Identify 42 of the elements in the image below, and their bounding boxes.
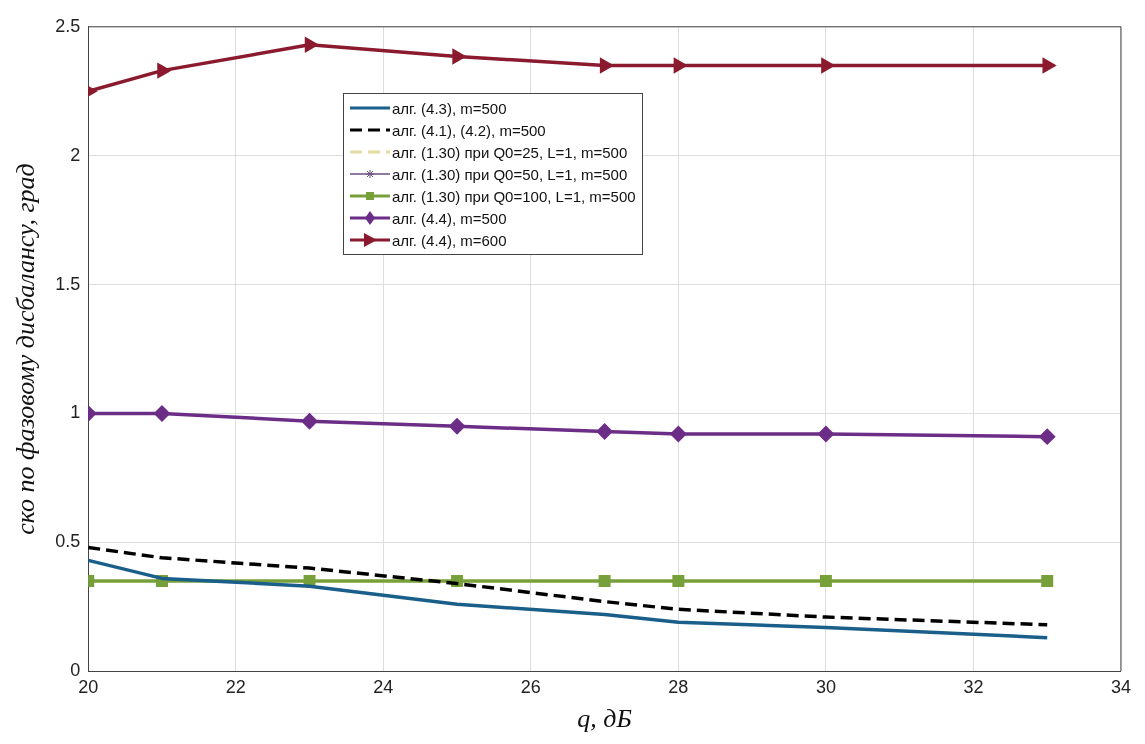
x-tick-label: 28: [668, 676, 689, 697]
point: [301, 413, 318, 429]
point: [818, 426, 834, 442]
point: [599, 58, 613, 73]
legend-label: алг. (1.30) при Q0=50, L=1, m=500: [392, 165, 628, 183]
point: [154, 405, 170, 422]
y-tick-label: 1.5: [55, 273, 81, 294]
y-axis-title: ско по фазовому дисбалансу, град: [11, 163, 41, 535]
legend-label: алг. (1.30) при Q0=100, L=1, m=500: [392, 187, 636, 205]
x-tick-label: 20: [78, 676, 99, 697]
x-tick-label: 30: [815, 676, 836, 697]
point: [819, 574, 832, 587]
point: [449, 418, 465, 435]
legend-label: алг. (4.3), m=500: [392, 99, 507, 117]
x-tick-label: 26: [520, 676, 541, 697]
legend-label: алг. (4.4), m=600: [392, 231, 507, 249]
legend-label: алг. (4.1), (4.2), m=500: [392, 121, 546, 139]
x-axis-title: q, дБ: [577, 704, 632, 734]
point: [598, 574, 611, 587]
point: [452, 49, 465, 64]
legend-label: алг. (4.4), m=500: [392, 209, 507, 227]
y-tick-label: 0.5: [55, 531, 81, 552]
point: [157, 63, 170, 78]
point: [821, 58, 834, 73]
x-tick-label: 24: [373, 676, 394, 697]
point: [670, 426, 687, 442]
point: [1042, 58, 1055, 73]
point: [1041, 574, 1054, 587]
x-tick-label: 22: [225, 676, 246, 697]
x-tick-label: 34: [1110, 676, 1131, 697]
line-series: [88, 545, 1049, 627]
point: [596, 423, 613, 440]
point: [672, 574, 685, 587]
x-tick-label: 32: [963, 676, 984, 697]
point: [304, 37, 318, 52]
y-tick-label: 0: [70, 660, 81, 681]
legend-label: алг. (1.30) при Q0=25, L=1, m=500: [392, 143, 628, 161]
y-tick-label: 2: [70, 144, 81, 165]
point: [673, 58, 687, 73]
y-tick-label: 2.5: [55, 15, 81, 36]
y-tick-label: 1: [70, 402, 81, 423]
point: [1039, 428, 1055, 445]
